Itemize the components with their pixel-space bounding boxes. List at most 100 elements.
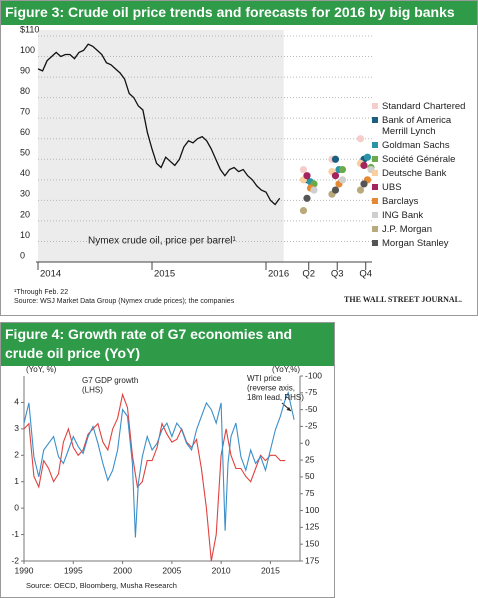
- legend-label: UBS: [382, 182, 402, 193]
- forecast-dot: [331, 155, 340, 163]
- legend-item: Morgan Stanley: [372, 238, 476, 249]
- y2-tick-label: -75: [305, 387, 318, 397]
- legend-swatch: [372, 156, 378, 162]
- legend-swatch: [372, 142, 378, 148]
- x-tick-label: Q3: [331, 269, 344, 280]
- y2-tick-label: 100: [305, 505, 319, 515]
- legend-swatch: [372, 198, 378, 204]
- x-tick-label: 2000: [113, 565, 132, 575]
- legend-label: Deutsche Bank: [382, 168, 447, 179]
- x-tick-label: 2014: [40, 269, 61, 280]
- legend-label: Standard Chartered: [382, 101, 466, 112]
- y2-tick-label: 150: [305, 538, 319, 548]
- x-tick-label: Q2: [302, 269, 315, 280]
- forecast-dot: [356, 135, 365, 143]
- plot-area: [24, 391, 295, 561]
- y-tick-label: 100: [20, 45, 35, 55]
- credit: THE WALL STREET JOURNAL.: [344, 295, 462, 304]
- forecast-dot: [338, 165, 347, 174]
- series-line: [24, 392, 286, 561]
- y-tick-label: 60: [20, 127, 30, 137]
- annotation: (LHS): [82, 386, 103, 395]
- series-line: [24, 391, 295, 538]
- y-tick-label: 10: [20, 230, 30, 240]
- legend-swatch: [372, 117, 378, 123]
- y-tick-label: 3: [14, 423, 19, 433]
- annotation: (reverse axis,: [247, 384, 295, 393]
- legend-item: Standard Chartered: [372, 101, 476, 112]
- legend-label: J.P. Morgan: [382, 224, 432, 235]
- y-tick-label: 1: [14, 476, 19, 486]
- legend-label: Morgan Stanley: [382, 238, 449, 249]
- legend-item: Société Générale: [372, 154, 476, 165]
- y-tick-label: 30: [20, 189, 30, 199]
- x-tick-label: 1990: [15, 565, 34, 575]
- forecast-dot: [299, 165, 308, 174]
- y-tick-label: -1: [11, 529, 19, 539]
- legend-item: Bank of America Merrill Lynch: [372, 115, 476, 137]
- y-tick-label: 20: [20, 209, 30, 219]
- y-tick-label: $110: [20, 24, 39, 34]
- y-tick-label: -2: [11, 555, 19, 565]
- y-tick-label: 90: [20, 65, 30, 75]
- legend-swatch: [372, 240, 378, 246]
- y2-tick-label: 0: [305, 438, 310, 448]
- x-tick-label: 2015: [154, 269, 175, 280]
- annotation: 18m lead, RHS): [247, 393, 304, 402]
- legend-label: ING Bank: [382, 210, 424, 221]
- y2-tick-label: 25: [305, 454, 315, 464]
- y-tick-label: 0: [14, 502, 19, 512]
- legend-label: Société Générale: [382, 154, 456, 165]
- x-tick-label: 2015: [261, 565, 280, 575]
- y-tick-label: 0: [20, 250, 25, 260]
- legend-item: UBS: [372, 182, 476, 193]
- legend-swatch: [372, 226, 378, 232]
- forecast-dot: [360, 180, 368, 188]
- x-tick-label: 1995: [64, 565, 83, 575]
- forecast-dot: [331, 172, 340, 180]
- source: Source: WSJ Market Data Group (Nymex cru…: [14, 298, 235, 305]
- legend-item: Barclays: [372, 196, 476, 207]
- legend-item: J.P. Morgan: [372, 224, 476, 235]
- history-shade: [38, 30, 284, 262]
- forecast-dot: [331, 186, 340, 194]
- forecast-dot: [299, 207, 308, 215]
- legend: Standard Chartered Bank of America Merril…: [372, 101, 476, 249]
- legend-swatch: [372, 184, 378, 190]
- y-tick-label: 4: [14, 397, 19, 407]
- figure-4-title: Figure 4: Growth rate of G7 economies an…: [1, 323, 334, 366]
- y2-tick-label: 75: [305, 488, 315, 498]
- source: Source: OECD, Bloomberg, Musha Research: [26, 581, 177, 590]
- price-line: [37, 43, 281, 206]
- legend-item: Goldman Sachs: [372, 140, 476, 151]
- y2-tick-label: 50: [305, 471, 315, 481]
- forecast-dot: [356, 186, 365, 194]
- y-tick-label: 40: [20, 168, 30, 178]
- forecast-dot: [363, 153, 372, 161]
- annotation: WTI price: [247, 374, 282, 383]
- series-label: Nymex crude oil, price per barrel¹: [88, 236, 236, 247]
- y2-tick-label: 175: [305, 555, 319, 565]
- legend-item: ING Bank: [372, 210, 476, 221]
- legend-label: Barclays: [382, 196, 419, 207]
- legend-swatch: [372, 170, 378, 176]
- footnote: ¹Through Feb. 22: [14, 289, 68, 296]
- forecast-dot: [310, 186, 318, 194]
- y2-axis-label: (YoY,%): [272, 365, 300, 374]
- x-tick-label: 2016: [268, 269, 289, 280]
- forecast-dot: [360, 161, 368, 170]
- y-axis-label: (YoY, %): [26, 365, 57, 374]
- legend-label: Goldman Sachs: [382, 140, 450, 151]
- y-tick-label: 50: [20, 148, 30, 158]
- x-tick-label: Q4: [359, 269, 372, 280]
- x-tick-label: 2010: [212, 565, 231, 575]
- y2-tick-label: -25: [305, 421, 318, 431]
- y-tick-label: 2: [14, 450, 19, 460]
- y2-tick-label: -50: [305, 404, 318, 414]
- legend-swatch: [372, 212, 378, 218]
- y2-tick-label: 125: [305, 522, 319, 532]
- legend-swatch: [372, 103, 378, 109]
- figure-3-title: Figure 3: Crude oil price trends and for…: [1, 1, 477, 25]
